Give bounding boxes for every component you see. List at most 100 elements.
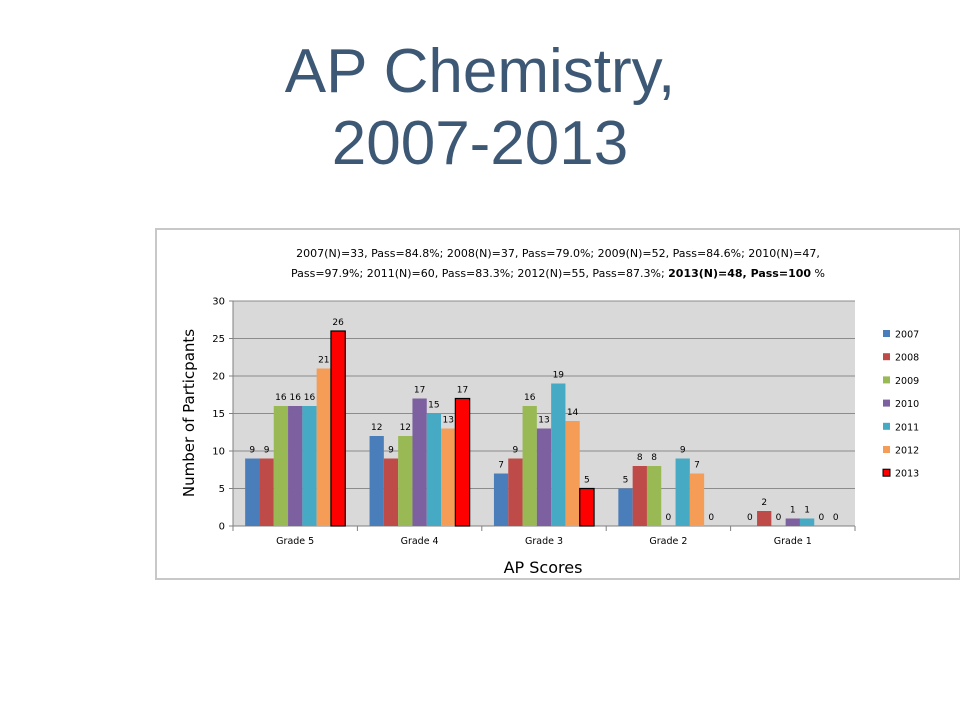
data-label: 1 [804, 506, 810, 516]
legend-swatch-2013 [882, 468, 891, 477]
bar-2007-grade-4 [369, 436, 384, 526]
bar-2009-grade-5 [273, 406, 289, 526]
y-tick-label: 0 [219, 522, 225, 533]
bar-2010-grade-3 [536, 428, 552, 526]
data-label: 0 [747, 513, 753, 523]
data-label: 9 [513, 446, 519, 456]
bar-2012-grade-2 [689, 473, 705, 526]
data-label: 1 [790, 506, 796, 516]
data-label: 5 [623, 476, 629, 486]
bar-2010-grade-5 [288, 406, 303, 526]
bar-2008-grade-3 [508, 458, 523, 526]
data-label: 16 [304, 393, 316, 403]
bar-2010-grade-4 [412, 398, 427, 526]
bar-2011-grade-5 [302, 406, 317, 526]
data-label: 8 [651, 453, 657, 463]
bar-2007-grade-3 [493, 473, 509, 526]
bar-2012-grade-4 [441, 428, 456, 526]
data-label: 21 [318, 356, 329, 366]
chart-subtitle-line-2: Pass=97.9%; 2011(N)=60, Pass=83.3%; 2012… [157, 264, 959, 284]
title-line-2: 2007-2013 [331, 109, 629, 178]
data-label: 15 [428, 401, 439, 411]
data-label: 17 [414, 386, 425, 396]
chart-subtitle-line-2-b: 2013(N)=48, Pass=100 [668, 267, 812, 280]
bar-2013-grade-4 [454, 397, 471, 527]
legend-label-2012: 2012 [895, 446, 919, 457]
bar-2008-grade-4 [383, 458, 399, 526]
legend-label-2007: 2007 [895, 330, 919, 341]
y-tick-label: 10 [212, 447, 225, 458]
data-label: 0 [708, 513, 714, 523]
data-label: 5 [584, 476, 590, 486]
data-label: 17 [457, 386, 468, 396]
legend-swatch-2007 [883, 330, 890, 337]
bar-2009-grade-3 [522, 406, 537, 526]
y-tick-label: 15 [212, 409, 225, 420]
bar-2011-grade-4 [426, 413, 442, 526]
y-axis-label: Number of Particpants [180, 329, 198, 497]
title-line-1: AP Chemistry, [284, 37, 676, 106]
legend-label-2010: 2010 [895, 399, 919, 410]
legend-label-2011: 2011 [895, 422, 919, 433]
data-label: 0 [833, 513, 839, 523]
bar-2009-grade-4 [398, 436, 413, 526]
legend-swatch-2012 [883, 446, 890, 453]
data-label: 8 [637, 453, 643, 463]
data-label: 26 [332, 318, 344, 328]
legend-swatch-2011 [883, 422, 890, 430]
data-label: 7 [498, 461, 504, 471]
legend-swatch-2010 [883, 399, 890, 407]
bar-2012-grade-3 [565, 421, 580, 526]
y-tick-label: 20 [212, 372, 225, 383]
data-label: 9 [264, 446, 270, 456]
data-label: 2 [761, 498, 767, 508]
x-tick-label: Grade 2 [649, 536, 687, 547]
bar-2011-grade-2 [675, 458, 690, 526]
legend-swatch-2008 [883, 353, 890, 361]
data-label: 0 [819, 513, 825, 523]
data-label: 0 [666, 513, 672, 523]
bar-2013-grade-5 [330, 330, 346, 527]
data-label: 9 [680, 446, 686, 456]
bar-2011-grade-3 [551, 383, 566, 526]
legend-label-2009: 2009 [895, 376, 919, 387]
chart-subtitle-line-2-c: % [811, 267, 825, 280]
x-tick-label: Grade 4 [401, 536, 439, 547]
data-label: 13 [442, 416, 453, 426]
bar-2008-grade-5 [259, 458, 274, 526]
data-label: 9 [388, 446, 394, 456]
chart-subtitle-line-2-a: Pass=97.9%; 2011(N)=60, Pass=83.3%; 2012… [291, 267, 669, 280]
y-tick-label: 5 [219, 484, 225, 495]
legend-label-2013: 2013 [895, 469, 919, 480]
chart-subtitle: 2007(N)=33, Pass=84.8%; 2008(N)=37, Pass… [157, 244, 959, 284]
data-label: 7 [694, 461, 700, 471]
x-axis-label: AP Scores [504, 558, 583, 577]
data-label: 9 [249, 446, 255, 456]
data-label: 13 [538, 416, 549, 426]
data-label: 19 [553, 371, 565, 381]
bar-2010-grade-1 [785, 518, 800, 526]
chart-frame: 2007(N)=33, Pass=84.8%; 2008(N)=37, Pass… [155, 228, 960, 580]
data-label: 12 [400, 423, 411, 433]
bar-2008-grade-1 [757, 511, 772, 526]
bar-2009-grade-2 [646, 466, 662, 526]
chart-subtitle-line-1: 2007(N)=33, Pass=84.8%; 2008(N)=37, Pass… [296, 247, 820, 260]
bar-2008-grade-2 [632, 466, 647, 526]
bar-2007-grade-2 [618, 488, 633, 526]
bar-2011-grade-1 [799, 518, 815, 526]
bar-2013-grade-3 [579, 487, 595, 527]
data-label: 16 [524, 393, 536, 403]
slide-title: AP Chemistry, 2007-2013 [0, 36, 960, 180]
y-tick-label: 25 [212, 334, 225, 345]
data-label: 12 [371, 423, 382, 433]
x-tick-label: Grade 1 [774, 536, 812, 547]
legend-label-2008: 2008 [895, 353, 919, 364]
data-label: 16 [275, 393, 287, 403]
data-label: 16 [289, 393, 301, 403]
bar-2012-grade-5 [316, 368, 331, 526]
data-label: 14 [567, 408, 579, 418]
legend-swatch-2009 [883, 376, 890, 384]
x-tick-label: Grade 3 [525, 536, 563, 547]
data-label: 0 [776, 513, 782, 523]
